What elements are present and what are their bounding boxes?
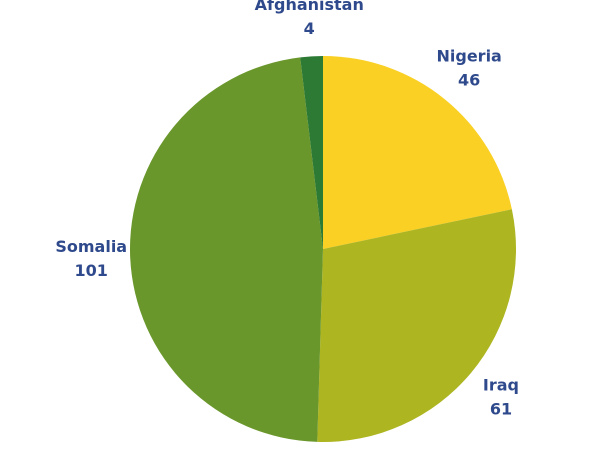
pie-slice bbox=[317, 209, 516, 442]
slice-label: Nigeria bbox=[437, 46, 502, 65]
slice-value: 61 bbox=[490, 399, 512, 418]
slice-value: 101 bbox=[75, 261, 108, 280]
pie-slice bbox=[323, 56, 512, 249]
pie-slice bbox=[300, 56, 323, 249]
slice-value: 4 bbox=[304, 19, 315, 38]
slice-label: Iraq bbox=[483, 375, 519, 394]
slice-label: Afghanistan bbox=[255, 0, 364, 14]
slice-value: 46 bbox=[458, 70, 480, 89]
slice-label: Somalia bbox=[55, 237, 127, 256]
pie-slice bbox=[129, 57, 323, 442]
